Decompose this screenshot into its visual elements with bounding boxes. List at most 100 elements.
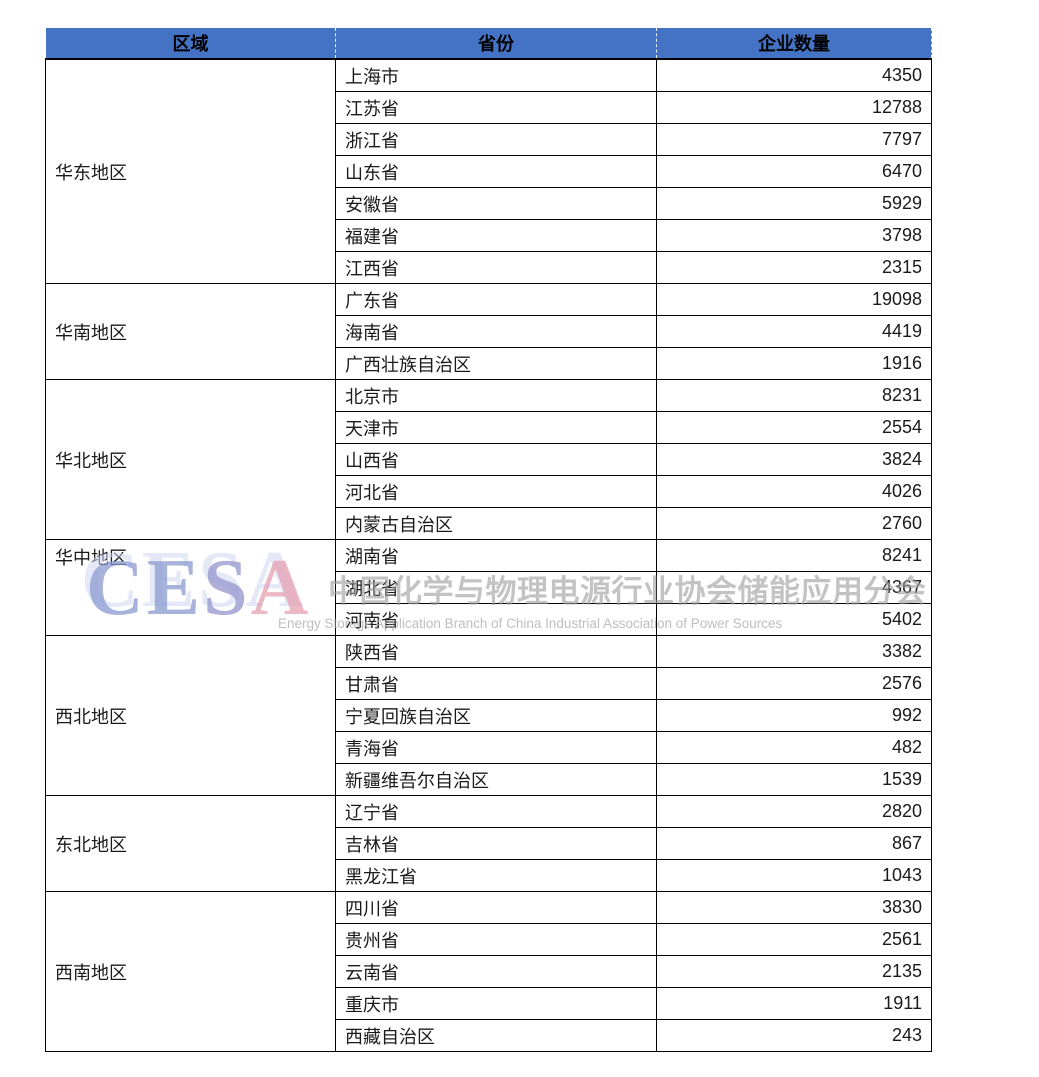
enterprise-count-cell: 2561 [656,923,932,956]
table-row: 宁夏回族自治区 992 [46,699,932,732]
province-cell: 江西省 [335,251,657,284]
table-row: 江西省 2315 [46,251,932,284]
province-cell: 西藏自治区 [335,1019,657,1052]
enterprise-count-cell: 2576 [656,667,932,700]
table-row: 内蒙古自治区 2760 [46,507,932,540]
header-region: 区域 [45,28,336,60]
enterprise-count-cell: 992 [656,699,932,732]
table-row: 华东地区 上海市 4350 [45,58,932,284]
province-cell: 贵州省 [335,923,657,956]
header-province: 省份 [335,28,657,60]
province-cell: 重庆市 [335,987,657,1020]
region-cell: 华东地区 [45,58,336,284]
enterprise-count-cell: 1911 [656,987,932,1020]
table-row: 西南地区 四川省 3830 [45,891,932,1052]
enterprise-count-cell: 3830 [656,891,932,924]
enterprise-count-cell: 5402 [656,603,932,636]
table-row: 西藏自治区 243 [46,1019,932,1052]
province-cell: 黑龙江省 [335,859,657,892]
enterprise-count-cell: 4367 [656,571,932,604]
table-row: 福建省 3798 [46,219,932,252]
province-cell: 青海省 [335,731,657,764]
region-cell: 华南地区 [45,283,336,380]
province-cell: 福建省 [335,219,657,252]
province-cell: 甘肃省 [335,667,657,700]
province-cell: 广东省 [335,283,657,316]
enterprise-count-cell: 7797 [656,123,932,156]
table-row: 河北省 4026 [46,475,932,508]
province-cell: 北京市 [335,379,657,412]
enterprise-count-cell: 2820 [656,795,932,828]
table-row: 海南省 4419 [46,315,932,348]
enterprise-count-cell: 1916 [656,347,932,380]
province-cell: 海南省 [335,315,657,348]
province-cell: 天津市 [335,411,657,444]
table-row: 江苏省 12788 [46,91,932,124]
enterprise-count-cell: 867 [656,827,932,860]
province-cell: 山东省 [335,155,657,188]
enterprise-count-cell: 6470 [656,155,932,188]
table-row: 重庆市 1911 [46,987,932,1020]
enterprise-count-cell: 4419 [656,315,932,348]
province-cell: 陕西省 [335,635,657,668]
enterprise-count-cell: 3798 [656,219,932,252]
header-enterprise-count: 企业数量 [656,28,932,60]
province-cell: 吉林省 [335,827,657,860]
province-cell: 浙江省 [335,123,657,156]
enterprise-count-cell: 8241 [656,539,932,572]
province-cell: 河南省 [335,603,657,636]
enterprise-count-cell: 8231 [656,379,932,412]
province-cell: 广西壮族自治区 [335,347,657,380]
table-row: 华北地区 北京市 8231 [45,379,932,540]
province-cell: 山西省 [335,443,657,476]
region-cell: 华中地区 [45,539,336,636]
table-row: 天津市 2554 [46,411,932,444]
province-cell: 湖南省 [335,539,657,572]
table-row: 河南省 5402 [46,603,932,636]
province-cell: 四川省 [335,891,657,924]
enterprise-count-cell: 4350 [656,58,932,92]
enterprise-count-cell: 3824 [656,443,932,476]
province-cell: 宁夏回族自治区 [335,699,657,732]
table-row: 华中地区 湖南省 8241 [45,539,932,636]
enterprise-count-cell: 482 [656,731,932,764]
region-cell: 华北地区 [45,379,336,540]
province-cell: 上海市 [335,58,657,92]
enterprise-count-cell: 3382 [656,635,932,668]
region-cell: 西北地区 [45,635,336,796]
region-cell: 西南地区 [45,891,336,1052]
enterprise-count-cell: 4026 [656,475,932,508]
table-row: 安徽省 5929 [46,187,932,220]
enterprise-count-cell: 19098 [656,283,932,316]
enterprise-count-cell: 5929 [656,187,932,220]
table-row: 云南省 2135 [46,955,932,988]
province-cell: 江苏省 [335,91,657,124]
table-row: 西北地区 陕西省 3382 [45,635,932,796]
province-cell: 新疆维吾尔自治区 [335,763,657,796]
table-row: 黑龙江省 1043 [46,859,932,892]
province-cell: 辽宁省 [335,795,657,828]
table-row: 华南地区 广东省 19098 [45,283,932,380]
province-cell: 河北省 [335,475,657,508]
table-row: 浙江省 7797 [46,123,932,156]
enterprise-count-cell: 1539 [656,763,932,796]
region-cell: 东北地区 [45,795,336,892]
province-cell: 内蒙古自治区 [335,507,657,540]
table-row: 青海省 482 [46,731,932,764]
table-row: 甘肃省 2576 [46,667,932,700]
table-row: 广西壮族自治区 1916 [46,347,932,380]
enterprise-count-cell: 2315 [656,251,932,284]
enterprise-count-cell: 1043 [656,859,932,892]
enterprise-count-cell: 12788 [656,91,932,124]
table-row: 山东省 6470 [46,155,932,188]
table-row: 湖北省 4367 [46,571,932,604]
enterprise-count-cell: 2760 [656,507,932,540]
table-body: 华东地区 上海市 4350 江苏省 12788 浙江省 7797 山东省 6470 安徽省 5929… [45,58,932,1052]
table-row: 东北地区 辽宁省 2820 [45,795,932,892]
province-cell: 云南省 [335,955,657,988]
province-cell: 安徽省 [335,187,657,220]
region-enterprise-table-container: 区域 省份 企业数量 华东地区 上海市 4350 江苏省 12788 浙江省 7797 山东省… [45,28,932,1052]
region-enterprise-table: 区域 省份 企业数量 华东地区 上海市 4350 江苏省 12788 浙江省 7797 山东省… [45,28,932,1052]
province-cell: 湖北省 [335,571,657,604]
